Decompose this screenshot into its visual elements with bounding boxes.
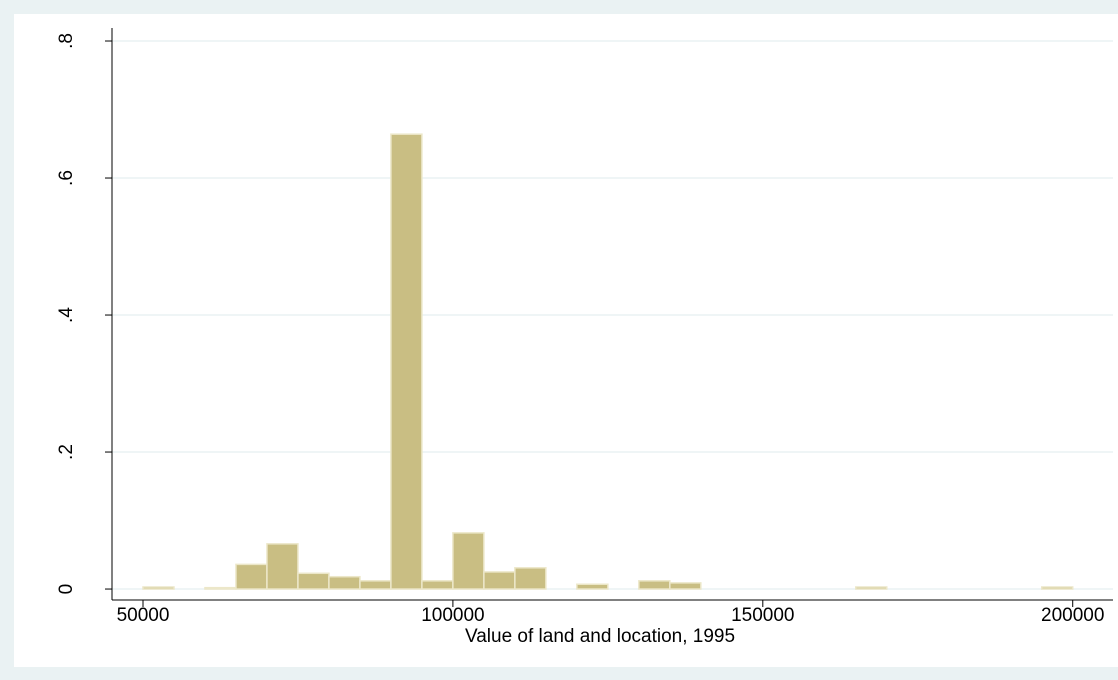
bar (1040, 586, 1074, 590)
y-tick-label: .6 (56, 170, 77, 186)
y-tick-label: .2 (56, 444, 77, 460)
bar (297, 572, 330, 590)
bar (452, 532, 485, 590)
bar (483, 571, 516, 590)
bar (855, 586, 888, 590)
bar (142, 586, 175, 590)
bar (638, 580, 671, 590)
bar (669, 582, 702, 590)
plot-background (14, 14, 1118, 667)
x-tick-label: 100000 (421, 605, 484, 626)
x-tick-label: 150000 (731, 605, 794, 626)
y-tick-label: .4 (56, 307, 77, 323)
y-tick-label: 0 (56, 584, 77, 595)
bar (235, 563, 268, 590)
bar (576, 583, 609, 590)
y-tick-label: .8 (56, 33, 77, 49)
bar (390, 133, 423, 590)
x-tick-label: 50000 (117, 605, 170, 626)
bar (328, 575, 361, 590)
x-axis-label: Value of land and location, 1995 (465, 626, 735, 647)
bar (421, 580, 454, 590)
x-tick-label: 200000 (1041, 605, 1104, 626)
bar (266, 543, 299, 590)
bar (514, 567, 547, 590)
bar (359, 580, 392, 590)
bar (204, 586, 237, 590)
